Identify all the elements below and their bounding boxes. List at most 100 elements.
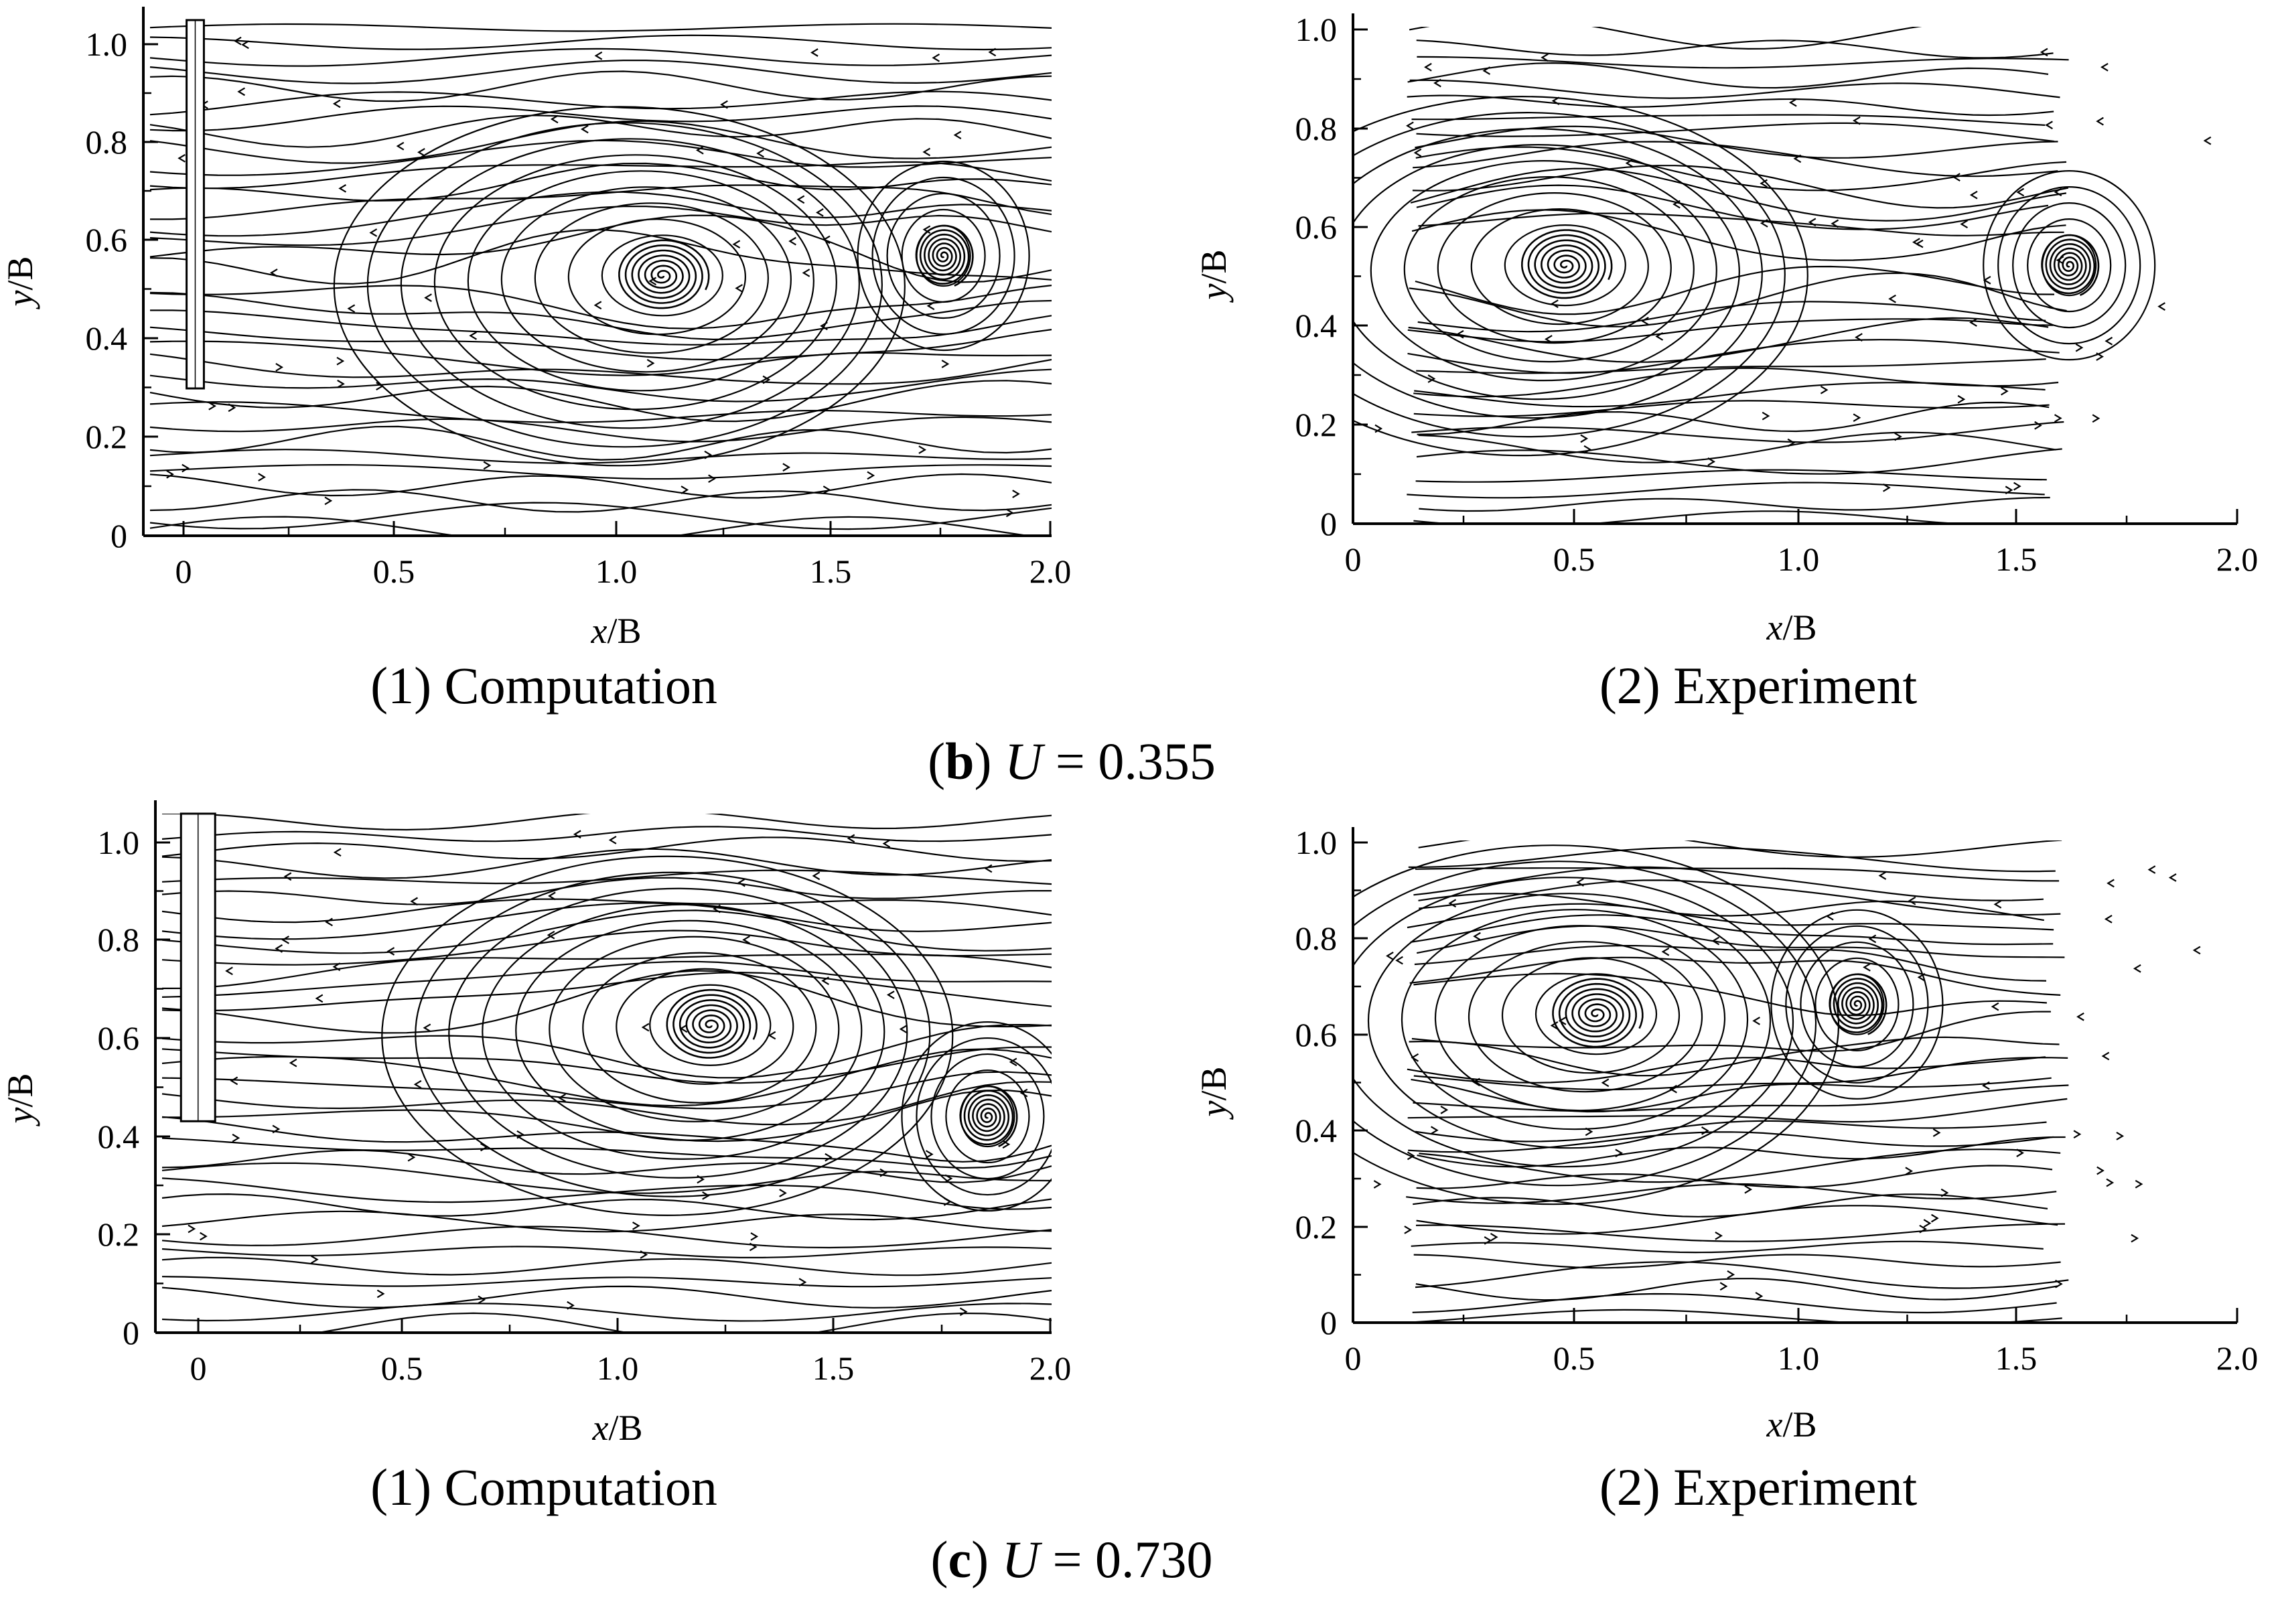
flow-arrow: [735, 284, 743, 293]
recirculation-loop: [1353, 128, 1763, 419]
flow-arrow: [423, 1023, 431, 1033]
flow-arrow: [1888, 294, 1896, 303]
flow-arrow: [228, 403, 236, 413]
flow-arrow: [594, 51, 603, 60]
streamline: [1410, 914, 2054, 946]
flow-arrow: [410, 897, 419, 906]
streamline: [161, 1149, 1052, 1183]
group-caption-b: (b) U = 0.355: [928, 732, 1216, 790]
streamline: [1411, 209, 2066, 261]
streamline: [1407, 62, 2049, 89]
recirculation-loop: [649, 984, 772, 1066]
flow-arrow: [269, 269, 278, 277]
streamline: [1418, 431, 2056, 463]
flow-arrow: [1760, 179, 1768, 188]
flow-arrow: [1404, 1226, 1413, 1234]
flow-arrow: [1969, 318, 1977, 327]
flow-arrow: [480, 1142, 488, 1152]
streamline: [1417, 1136, 2066, 1168]
flow-arrow: [258, 473, 266, 482]
recirculation-loop: [1470, 208, 1649, 325]
recirculation-loop: [1401, 909, 1749, 1130]
streamline: [1409, 956, 2061, 996]
recirculation-loop: [1434, 925, 1726, 1112]
recirculation-loop: [1800, 941, 1914, 1067]
streamline: [1408, 846, 2056, 873]
flow-arrow: [632, 1222, 640, 1230]
flow-arrow: [272, 1124, 281, 1134]
streamline: [161, 971, 1052, 1012]
flow-arrow: [1005, 508, 1014, 518]
flow-arrow: [1473, 932, 1481, 941]
x-axis-label: x/B: [1766, 1404, 1817, 1445]
flow-arrow: [796, 195, 805, 204]
flow-arrow: [1825, 911, 1834, 921]
y-tick-label: 0: [1320, 1304, 1337, 1341]
flow-arrow: [547, 930, 555, 940]
vortex-core-primary: [618, 239, 710, 309]
flow-arrow: [2101, 1051, 2110, 1061]
flow-arrow: [1932, 1128, 1941, 1137]
streamline: [1413, 1254, 2061, 1269]
flow-arrow: [1472, 1078, 1480, 1087]
recirculation-loop: [2012, 202, 2127, 329]
streamline: [149, 425, 1052, 461]
flow-arrow: [580, 125, 589, 134]
flow-arrow: [310, 1255, 319, 1264]
recirculation-loop: [1353, 112, 1786, 438]
flow-arrow: [275, 363, 283, 372]
streamline: [1407, 318, 2054, 343]
flow-arrow: [1912, 238, 1920, 246]
flow-arrow: [944, 1174, 953, 1183]
flow-arrow: [1808, 218, 1816, 227]
flow-arrow: [768, 1031, 776, 1040]
y-tick-label: 0.4: [1295, 1112, 1338, 1149]
recirculation-loop: [1437, 192, 1672, 344]
flow-arrow: [2016, 188, 2025, 197]
flow-arrow: [376, 382, 384, 390]
flow-arrow: [1541, 53, 1549, 62]
vortex-core-secondary: [915, 224, 974, 287]
flow-arrow: [822, 235, 831, 244]
y-tick-label: 0.4: [86, 319, 128, 357]
flow-arrow: [1983, 276, 1991, 285]
x-tick-label: 0.5: [373, 552, 415, 590]
flow-arrow: [641, 1023, 650, 1032]
y-axis-label: y/B: [0, 1074, 40, 1127]
flow-arrow: [281, 936, 289, 944]
flow-arrow: [2092, 414, 2100, 423]
x-tick-label: 0: [175, 552, 192, 590]
flow-arrow: [1625, 159, 1634, 167]
flow-arrow: [720, 100, 728, 109]
flow-arrow: [1484, 1236, 1492, 1245]
flow-arrow: [1701, 1126, 1709, 1135]
streamline: [161, 877, 1052, 905]
recirculation-loop: [567, 218, 746, 336]
streamline: [161, 1246, 1052, 1258]
streamline: [1415, 867, 2060, 882]
flow-arrow: [1982, 1081, 1990, 1090]
x-axis-label: x/B: [591, 611, 642, 651]
flow-arrow: [550, 115, 559, 124]
flow-arrow: [1853, 413, 1861, 423]
flow-arrow: [347, 304, 356, 313]
y-tick-label: 0.8: [1295, 110, 1338, 147]
y-tick-label: 0.4: [1295, 307, 1338, 344]
flow-arrow: [779, 1189, 787, 1197]
streamline: [149, 162, 1052, 202]
recirculation-loop: [1367, 893, 1772, 1149]
recirculation-loop: [857, 160, 1030, 352]
x-tick-label: 2.0: [1029, 1349, 1072, 1387]
y-axis-label: y/B: [1194, 250, 1234, 303]
group-caption-c: (c) U = 0.730: [931, 1530, 1213, 1589]
flow-arrow: [2147, 865, 2156, 874]
streamline: [1413, 1057, 2068, 1091]
flow-arrow: [396, 141, 405, 151]
flow-arrow: [188, 1224, 196, 1234]
flow-arrow: [478, 1295, 486, 1305]
streamline: [161, 1210, 1052, 1233]
flow-arrow: [182, 463, 190, 473]
flow-arrow: [802, 269, 810, 277]
flow-arrow: [1878, 871, 1887, 880]
